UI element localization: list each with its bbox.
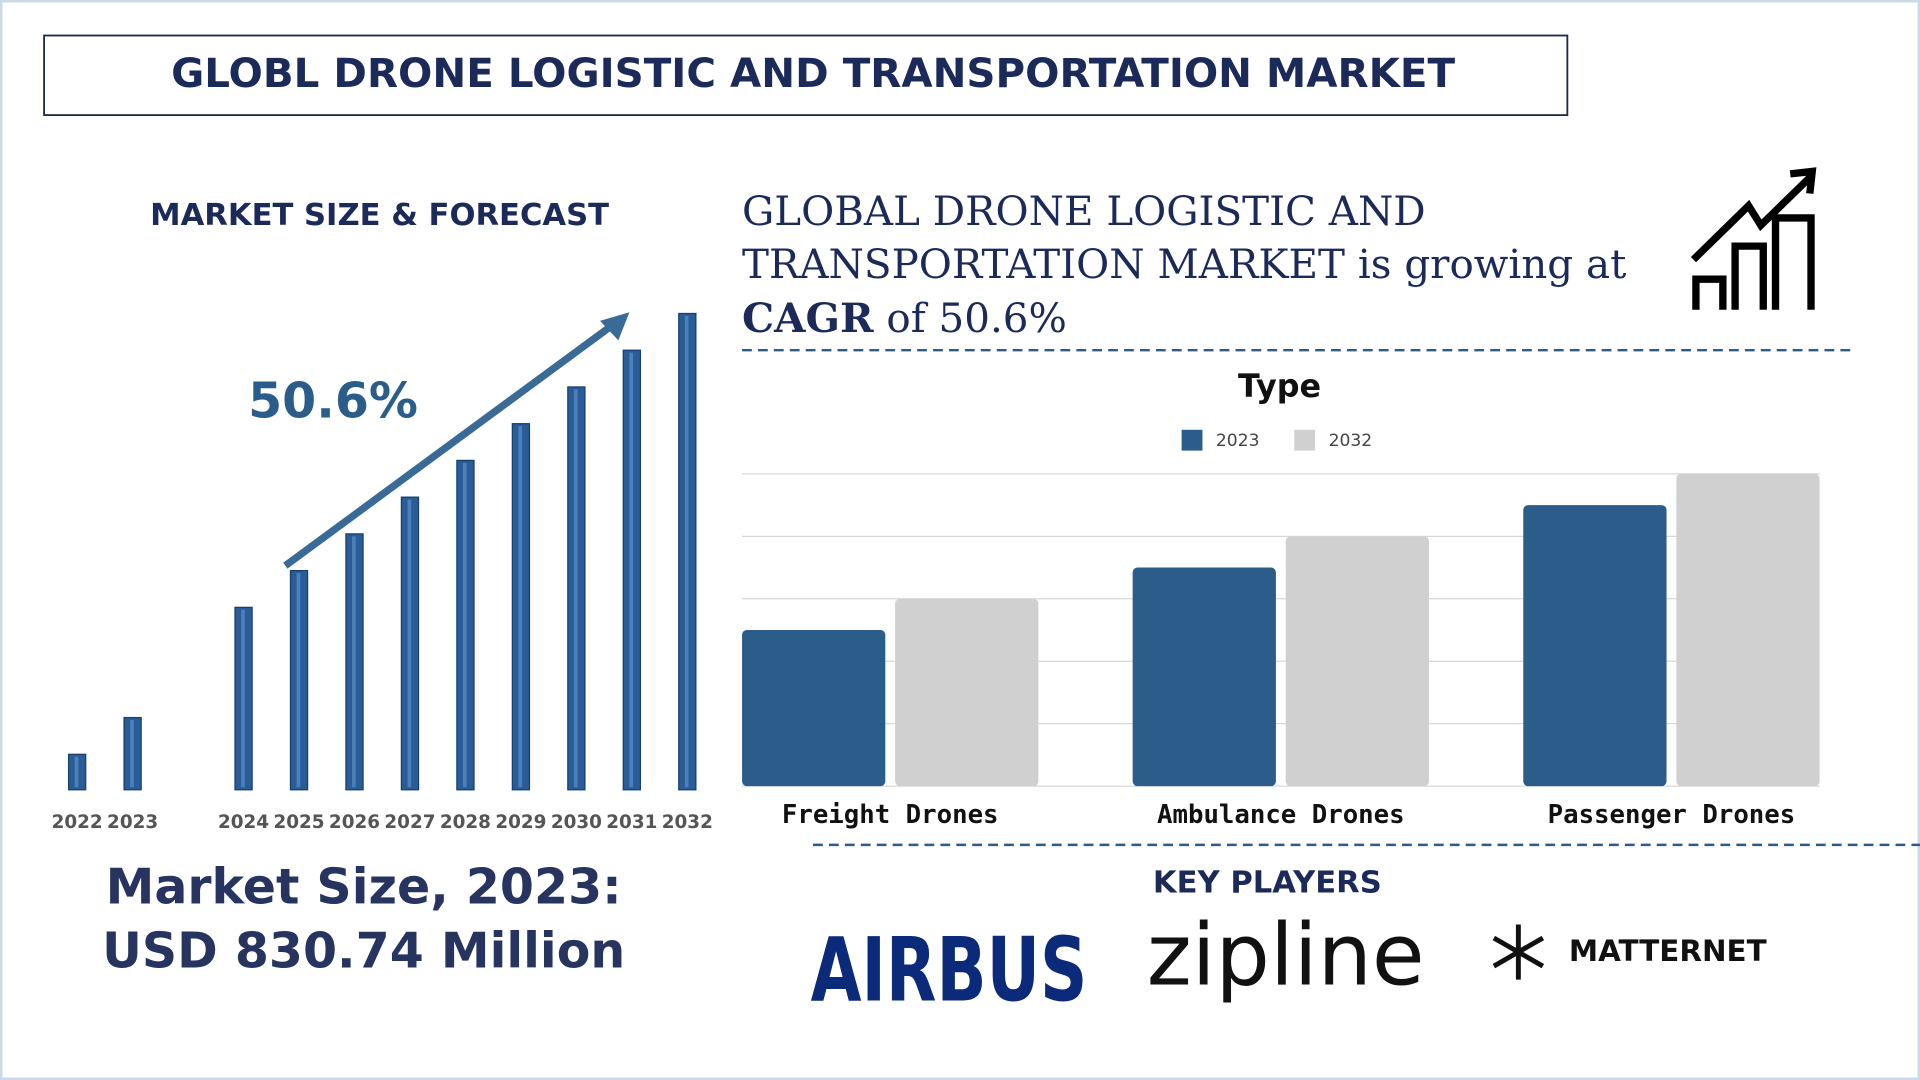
x-tick-label: 2030 [551, 812, 602, 833]
bar-highlight [296, 573, 301, 788]
market-size-label: Market Size, 2023: [106, 859, 622, 916]
bar [742, 630, 886, 787]
x-tick-label: 2029 [495, 812, 546, 833]
x-tick-label: 2028 [440, 812, 491, 833]
legend-label: 2032 [1329, 431, 1373, 451]
bar-highlight [352, 536, 356, 788]
legend-swatch [1294, 429, 1316, 451]
legend-label: 2023 [1216, 431, 1260, 451]
bar [1523, 505, 1667, 787]
bar [895, 598, 1039, 787]
bar-highlight [462, 462, 467, 788]
growth-icon [1690, 167, 1817, 310]
headline-rate: 50.6% [939, 293, 1067, 341]
x-tick-label: 2025 [273, 812, 324, 833]
headline-growing: is growing at [1358, 239, 1626, 287]
page-title: GLOBL DRONE LOGISTIC AND TRANSPORTATION … [171, 49, 1455, 97]
x-tick-label: 2027 [384, 812, 435, 833]
headline-line1: GLOBAL DRONE LOGISTIC AND [742, 187, 1426, 235]
x-tick-label: 2024 [218, 812, 269, 833]
bar-highlight [241, 609, 245, 788]
x-tick-label: 2022 [52, 812, 103, 833]
left-chart-title: MARKET SIZE & FORECAST [150, 198, 609, 233]
bar-highlight [573, 389, 578, 788]
player-logo: zipline [1147, 906, 1425, 1006]
bar [1132, 567, 1276, 787]
key-players-title: KEY PLAYERS [1153, 866, 1382, 901]
x-tick-label: 2023 [107, 812, 158, 833]
growth-arrow-head [600, 312, 630, 341]
x-tick-label: 2026 [329, 812, 380, 833]
bar-highlight [684, 315, 689, 788]
bar-highlight [518, 426, 523, 788]
matternet-icon [1492, 924, 1545, 980]
headline-line3: CAGR of 50.6% [742, 293, 1067, 341]
bar-highlight [629, 352, 634, 788]
headline-cagr: CAGR [742, 293, 874, 341]
player-logo: AIRBUS [811, 918, 1088, 1021]
x-tick-label: Ambulance Drones [1157, 800, 1405, 830]
headline-of: of [886, 293, 928, 341]
bar-highlight [407, 499, 412, 788]
bar-highlight [130, 720, 134, 788]
bar [1676, 473, 1820, 787]
x-tick-label: Passenger Drones [1548, 800, 1796, 830]
legend-swatch [1181, 429, 1203, 451]
headline-line2: TRANSPORTATION MARKET is growing at [742, 239, 1626, 287]
right-chart-title: Type [1238, 367, 1321, 405]
x-tick-label: 2031 [606, 812, 657, 833]
x-tick-label: 2032 [662, 812, 713, 833]
bar [1285, 536, 1429, 787]
headline-market: TRANSPORTATION MARKET [742, 239, 1345, 287]
title-box [43, 34, 1569, 117]
growth-arrow [283, 317, 621, 569]
player-logo: MATTERNET [1569, 934, 1767, 968]
market-size-value: USD 830.74 Million [102, 922, 625, 979]
x-tick-label: Freight Drones [782, 800, 999, 830]
cagr-annotation: 50.6% [248, 373, 418, 430]
bar-highlight [74, 756, 79, 788]
